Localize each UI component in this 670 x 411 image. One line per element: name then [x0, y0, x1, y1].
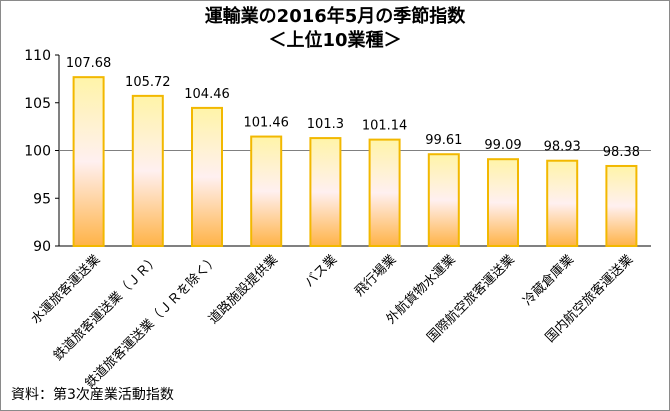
- bar-value-label: 99.61: [425, 133, 462, 148]
- bar: [72, 76, 105, 247]
- y-tick-label: 100: [24, 144, 51, 160]
- bar-series: [72, 76, 638, 248]
- bar-value-label: 105.72: [125, 75, 171, 90]
- y-tick-label: 95: [33, 191, 51, 207]
- bar-value-label: 101.14: [362, 119, 408, 134]
- y-tick-label: 105: [24, 96, 51, 112]
- y-axis-ticks: 90 95 100 105 110: [24, 48, 59, 255]
- bar: [309, 137, 342, 248]
- bar: [250, 135, 283, 248]
- bar-value-label: 104.46: [184, 87, 230, 102]
- bar-value-label: 99.09: [484, 138, 521, 153]
- bar: [191, 106, 223, 247]
- bar: [427, 153, 460, 247]
- value-labels: 107.68 105.72 104.46 101.46 101.3 101.14 99.61…: [66, 56, 640, 160]
- chart-title: 運輸業の2016年5月の季節指数 ＜上位10業種＞: [1, 5, 669, 53]
- x-tick-label: 冷蔵倉庫業: [520, 252, 577, 309]
- bar-value-label: 98.93: [544, 140, 581, 155]
- source-note: 資料：第3次産業活動指数: [11, 387, 174, 403]
- y-tick-label: 110: [24, 48, 51, 64]
- bar: [605, 164, 638, 247]
- bar-value-label: 101.46: [243, 116, 289, 131]
- bar-value-label: 98.38: [603, 145, 640, 160]
- chart-title-line1: 運輸業の2016年5月の季節指数: [204, 6, 466, 27]
- bar: [546, 159, 579, 248]
- bar: [368, 138, 401, 248]
- x-axis-tick-labels: 水運旅客運送業鉄道旅客運送業（ＪＲ）鉄道旅客運送業（ＪＲを除く）道路施設提供業バ…: [28, 252, 636, 392]
- x-tick-label: 飛行場業: [351, 252, 399, 300]
- bar-value-label: 101.3: [307, 117, 344, 132]
- bar: [131, 94, 164, 248]
- bar: [487, 158, 519, 248]
- bar-value-label: 107.68: [66, 56, 112, 71]
- chart-title-line2: ＜上位10業種＞: [268, 30, 402, 51]
- x-tick-label: 鉄道旅客運送業（ＪＲ）: [50, 252, 162, 364]
- y-tick-label: 90: [33, 239, 51, 255]
- x-tick-label: バス業: [301, 252, 340, 291]
